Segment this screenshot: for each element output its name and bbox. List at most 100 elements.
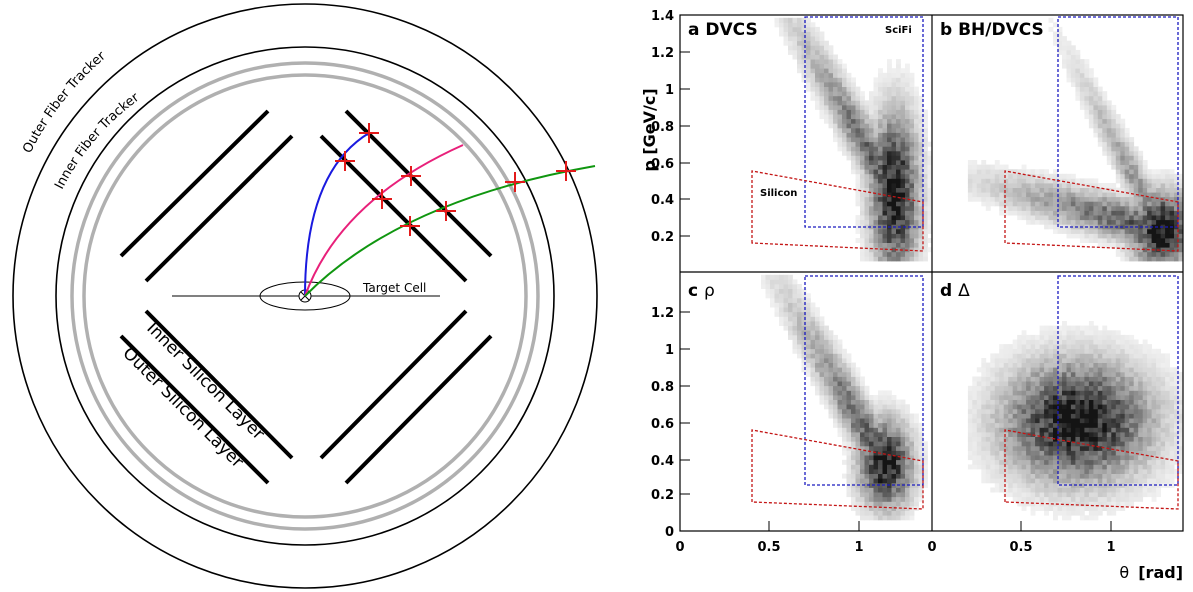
density-cell: [1021, 487, 1027, 493]
density-cell: [905, 123, 910, 129]
density-cell: [873, 118, 879, 124]
density-cell: [967, 413, 973, 419]
density-cell: [869, 487, 874, 493]
density-cell: [810, 376, 816, 382]
density-cell: [914, 169, 919, 175]
density-cell: [1115, 399, 1121, 405]
density-cell: [981, 187, 987, 193]
target-cell-label: Target Cell: [362, 281, 426, 295]
density-cell: [1129, 256, 1135, 262]
density-cell: [1048, 478, 1054, 484]
density-cell: [1115, 251, 1121, 257]
density-cell: [869, 506, 874, 511]
density-cell: [1111, 109, 1117, 115]
density-cell: [1102, 358, 1108, 363]
density-cell: [1084, 104, 1090, 110]
density-cell: [1017, 183, 1023, 188]
density-cell: [1053, 330, 1058, 336]
density-cell: [914, 215, 919, 221]
density-cell: [1053, 492, 1058, 498]
density-cell: [806, 348, 811, 354]
density-cell: [1044, 215, 1049, 221]
density-cell: [1178, 418, 1184, 424]
density-cell: [1124, 242, 1130, 248]
density-cell: [1142, 196, 1148, 202]
density-cell: [1120, 137, 1126, 143]
density-cell: [833, 100, 838, 106]
density-cell: [815, 49, 820, 55]
density-cell: [1088, 201, 1094, 207]
density-cell: [1156, 390, 1161, 396]
density-cell: [900, 469, 906, 474]
density-cell: [1160, 482, 1166, 488]
density-cell: [1102, 118, 1108, 124]
density-cell: [873, 192, 879, 198]
density-cell: [1026, 478, 1031, 484]
density-cell: [1142, 427, 1148, 433]
density-cell: [967, 408, 973, 414]
density-cell: [1111, 487, 1117, 493]
density-cell: [1160, 418, 1166, 424]
density-cell: [1017, 196, 1023, 202]
density-cell: [1026, 473, 1031, 479]
density-cell: [1156, 238, 1161, 243]
density-cell: [1026, 169, 1031, 175]
density-cell: [1102, 487, 1108, 493]
density-cell: [1133, 464, 1139, 470]
density-cell: [1088, 487, 1094, 493]
density-cell: [774, 279, 780, 285]
density-cell: [1084, 109, 1090, 115]
density-cell: [873, 238, 879, 243]
density-cell: [819, 31, 825, 37]
density-cell: [806, 307, 811, 313]
density-cell: [1035, 413, 1040, 419]
density-cell: [900, 160, 906, 165]
density-cell: [1057, 445, 1063, 451]
density-cell: [1120, 215, 1126, 221]
density-cell: [1084, 86, 1090, 92]
density-cell: [1142, 164, 1148, 170]
density-cell: [851, 160, 856, 165]
density-cell: [797, 36, 802, 42]
density-cell: [833, 344, 838, 350]
density-cell: [1120, 496, 1126, 502]
density-cell: [1057, 427, 1063, 433]
density-cell: [1053, 228, 1058, 234]
density-cell: [774, 274, 780, 280]
density-cell: [990, 399, 996, 405]
density-cell: [855, 441, 861, 447]
density-cell: [851, 399, 856, 405]
density-cell: [1138, 464, 1144, 470]
density-cell: [1044, 367, 1049, 373]
density-cell: [806, 353, 811, 359]
density-cell: [878, 215, 883, 221]
density-cell: [891, 86, 897, 92]
density-cell: [1097, 450, 1103, 456]
density-cell: [923, 187, 928, 193]
density-cell: [1057, 45, 1063, 51]
density-cell: [779, 293, 784, 299]
density-cell: [1151, 219, 1157, 225]
density-cell: [837, 82, 843, 87]
density-cell: [1084, 325, 1090, 331]
density-cell: [896, 441, 901, 447]
density-cell: [999, 487, 1005, 493]
density-cell: [1003, 441, 1009, 447]
density-cell: [1093, 238, 1099, 243]
density-cell: [1057, 487, 1063, 493]
density-cell: [1079, 469, 1085, 474]
density-cell: [1111, 459, 1117, 465]
density-cell: [994, 418, 1000, 424]
density-cell: [1133, 413, 1139, 419]
density-cell: [783, 311, 789, 317]
density-cell: [797, 316, 802, 322]
density-cell: [1039, 344, 1045, 350]
ytick-label: 0.6: [651, 417, 674, 432]
density-cell: [1165, 201, 1170, 207]
density-cell: [1012, 469, 1018, 474]
density-cell: [1093, 210, 1099, 216]
density-cell: [855, 160, 861, 165]
density-cell: [909, 501, 915, 507]
density-cell: [972, 432, 978, 437]
density-cell: [918, 242, 924, 248]
